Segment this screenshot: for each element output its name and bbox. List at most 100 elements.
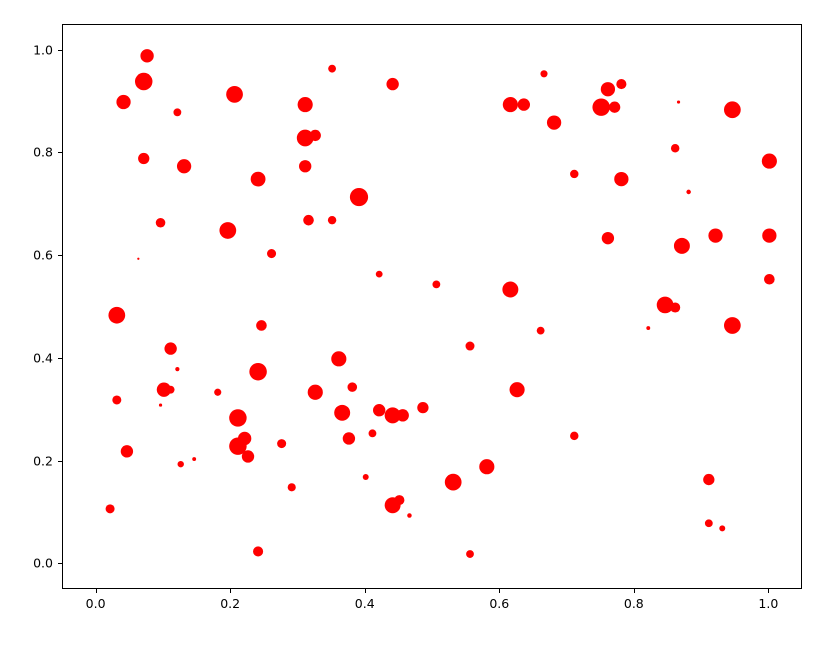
y-tick-label: 0.4	[33, 350, 53, 365]
scatter-marker	[192, 457, 196, 461]
x-tick-label: 0.8	[624, 596, 644, 611]
scatter-marker	[386, 78, 398, 90]
scatter-marker	[764, 274, 775, 285]
scatter-marker	[570, 170, 578, 178]
y-tick	[58, 255, 62, 256]
scatter-marker	[540, 70, 547, 77]
scatter-marker	[394, 495, 404, 505]
scatter-marker	[175, 367, 179, 371]
scatter-marker	[164, 342, 176, 354]
scatter-marker	[334, 405, 350, 421]
y-tick	[58, 563, 62, 564]
scatter-marker	[226, 86, 243, 103]
scatter-marker	[616, 79, 626, 89]
scatter-marker	[178, 461, 184, 467]
scatter-marker	[719, 525, 725, 531]
scatter-marker	[537, 327, 545, 335]
scatter-marker	[238, 432, 251, 445]
x-tick-label: 0.2	[220, 596, 240, 611]
scatter-marker	[303, 215, 314, 226]
scatter-marker	[214, 389, 221, 396]
scatter-marker	[177, 159, 191, 173]
scatter-marker	[159, 403, 162, 406]
scatter-marker	[503, 97, 518, 112]
scatter-marker	[602, 232, 614, 244]
y-tick	[58, 461, 62, 462]
x-tick	[499, 589, 500, 593]
scatter-marker	[350, 188, 368, 206]
scatter-marker	[299, 160, 311, 172]
scatter-marker	[135, 73, 152, 90]
scatter-marker	[592, 98, 609, 115]
scatter-marker	[328, 216, 336, 224]
scatter-marker	[407, 513, 412, 518]
scatter-markers-layer	[63, 25, 803, 590]
scatter-marker	[570, 432, 578, 440]
scatter-marker	[112, 395, 121, 404]
scatter-marker	[417, 402, 428, 413]
x-tick	[768, 589, 769, 593]
y-tick-label: 0.8	[33, 145, 53, 160]
scatter-marker	[601, 82, 615, 96]
scatter-marker	[156, 218, 166, 228]
scatter-marker	[373, 404, 385, 416]
scatter-marker	[277, 439, 286, 448]
scatter-marker	[108, 307, 125, 324]
scatter-marker	[288, 483, 296, 491]
x-tick-label: 0.6	[489, 596, 509, 611]
scatter-marker	[328, 65, 336, 73]
scatter-marker	[331, 351, 346, 366]
scatter-marker	[253, 546, 263, 556]
x-tick-label: 1.0	[758, 596, 778, 611]
x-tick	[634, 589, 635, 593]
scatter-marker	[298, 97, 313, 112]
scatter-marker	[138, 153, 149, 164]
scatter-marker	[686, 190, 691, 195]
figure: 0.00.20.40.60.81.0 0.00.20.40.60.81.0	[0, 0, 826, 647]
scatter-marker	[121, 445, 133, 457]
x-tick	[96, 589, 97, 593]
scatter-marker	[445, 474, 462, 491]
scatter-marker	[173, 108, 181, 116]
scatter-marker	[724, 101, 741, 118]
scatter-marker	[466, 550, 474, 558]
scatter-marker	[137, 258, 139, 260]
y-tick-label: 0.0	[33, 556, 53, 571]
scatter-marker	[167, 386, 175, 394]
scatter-marker	[705, 519, 713, 527]
scatter-marker	[614, 172, 628, 186]
x-tick-label: 0.0	[86, 596, 106, 611]
scatter-marker	[518, 98, 530, 110]
scatter-marker	[116, 95, 130, 109]
scatter-marker	[670, 302, 680, 312]
scatter-marker	[703, 474, 714, 485]
scatter-marker	[347, 382, 357, 392]
scatter-marker	[547, 115, 561, 129]
scatter-marker	[343, 432, 355, 444]
scatter-marker	[762, 154, 777, 169]
scatter-marker	[363, 474, 369, 480]
scatter-marker	[219, 222, 236, 239]
scatter-marker	[256, 320, 267, 331]
x-tick-label: 0.4	[355, 596, 375, 611]
scatter-marker	[609, 102, 620, 113]
scatter-marker	[674, 238, 690, 254]
scatter-marker	[724, 317, 741, 334]
scatter-marker	[310, 130, 321, 141]
y-tick	[58, 152, 62, 153]
scatter-marker	[251, 172, 266, 187]
y-tick-label: 0.2	[33, 453, 53, 468]
x-tick	[365, 589, 366, 593]
scatter-marker	[106, 504, 115, 513]
scatter-marker	[671, 144, 679, 152]
scatter-marker	[369, 429, 377, 437]
scatter-plot-axes	[62, 24, 802, 589]
y-tick-label: 0.6	[33, 248, 53, 263]
scatter-marker	[432, 280, 440, 288]
scatter-marker	[479, 459, 494, 474]
y-tick	[58, 50, 62, 51]
scatter-marker	[762, 228, 776, 242]
scatter-marker	[397, 409, 409, 421]
scatter-marker	[708, 228, 722, 242]
scatter-marker	[677, 100, 680, 103]
